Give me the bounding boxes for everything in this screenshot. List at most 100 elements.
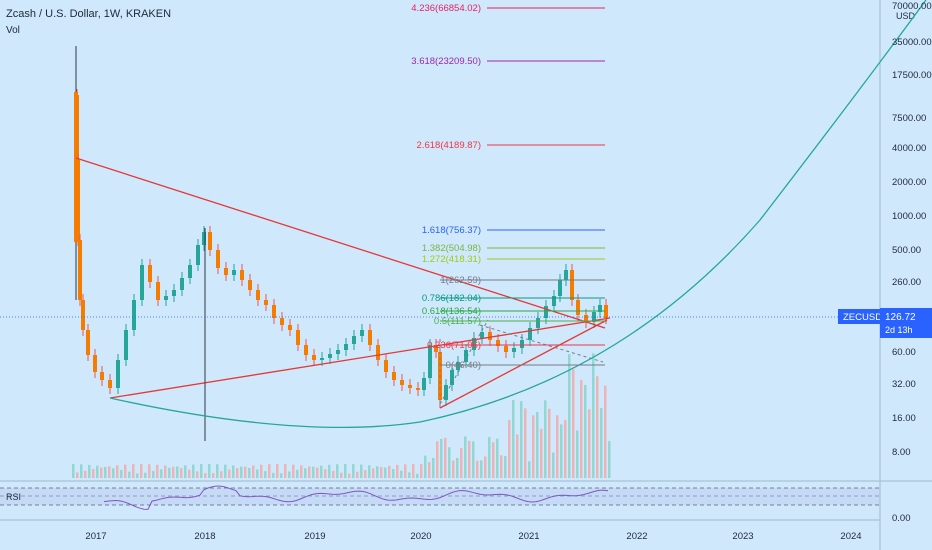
volume-bar bbox=[576, 430, 579, 478]
volume-bar bbox=[520, 401, 523, 478]
volume-bar bbox=[508, 420, 511, 478]
trend-line-bottom-support bbox=[109, 317, 611, 399]
volume-bar bbox=[420, 464, 423, 478]
volume-bar bbox=[440, 439, 443, 478]
candle-body bbox=[256, 290, 260, 300]
fib-level-label: 1.272(418.31) bbox=[422, 254, 481, 265]
volume-bar bbox=[560, 424, 563, 478]
volume-bar bbox=[476, 460, 479, 478]
time-tick-label: 2021 bbox=[518, 531, 539, 542]
volume-bar bbox=[432, 458, 435, 478]
candle-body bbox=[480, 332, 484, 338]
time-tick-label: 2017 bbox=[85, 531, 106, 542]
candle-body bbox=[81, 300, 85, 330]
candle-body bbox=[86, 330, 90, 355]
volume-bar bbox=[580, 380, 583, 478]
volume-bar bbox=[204, 473, 207, 478]
volume-bar bbox=[340, 472, 343, 478]
candle-body bbox=[74, 92, 78, 242]
candle-body bbox=[264, 300, 268, 305]
volume-bar bbox=[84, 470, 87, 478]
volume-bar bbox=[72, 464, 75, 478]
volume-bar bbox=[104, 466, 107, 478]
last-price-value: 126.72 bbox=[885, 312, 916, 323]
volume-bar bbox=[192, 464, 195, 478]
rsi-line bbox=[103, 485, 609, 510]
candle-body bbox=[164, 296, 168, 300]
volume-bar bbox=[364, 470, 367, 478]
volume-bar bbox=[124, 464, 127, 478]
candle-body bbox=[232, 270, 236, 275]
candle-body bbox=[504, 346, 508, 352]
volume-bar bbox=[344, 464, 347, 478]
price-tick-label: 60.00 bbox=[892, 347, 916, 358]
price-tick-label: 260.00 bbox=[892, 277, 921, 288]
candle-body bbox=[598, 305, 602, 312]
volume-bar bbox=[408, 472, 411, 478]
volume-bar bbox=[296, 469, 299, 478]
volume-bar bbox=[436, 441, 439, 478]
volume-bar bbox=[492, 442, 495, 478]
volume-bar bbox=[132, 464, 135, 478]
volume-bar bbox=[464, 436, 467, 478]
volume-bar bbox=[596, 376, 599, 478]
volume-bar bbox=[304, 468, 307, 478]
volume-bar bbox=[388, 465, 391, 478]
volume-bar bbox=[568, 354, 571, 478]
fib-level-label: 0.236(71.06) bbox=[427, 340, 481, 351]
candle-body bbox=[428, 345, 432, 378]
volume-bar bbox=[356, 471, 359, 478]
volume-bar bbox=[608, 441, 611, 478]
price-tick-label: 2000.00 bbox=[892, 177, 926, 188]
volume-bar bbox=[484, 456, 487, 478]
volume-bar bbox=[348, 473, 351, 478]
price-tick-label: 0.00 bbox=[892, 513, 911, 524]
volume-label: Vol bbox=[6, 25, 20, 36]
candle-body bbox=[392, 372, 396, 380]
volume-bar bbox=[256, 469, 259, 478]
candle-body bbox=[240, 270, 244, 280]
candle-body bbox=[604, 305, 608, 318]
volume-bar bbox=[244, 466, 247, 478]
candle-body bbox=[536, 318, 540, 328]
candle-body bbox=[360, 330, 364, 336]
currency-label: USD bbox=[896, 11, 916, 21]
volume-bar bbox=[128, 471, 131, 478]
volume-bar bbox=[536, 412, 539, 478]
volume-bar bbox=[288, 471, 291, 478]
candle-body bbox=[512, 348, 516, 352]
candle-body bbox=[344, 344, 348, 350]
volume-bar bbox=[80, 464, 83, 478]
volume-bar bbox=[452, 460, 455, 478]
volume-bar bbox=[444, 437, 447, 478]
volume-bar bbox=[548, 408, 551, 478]
volume-bar bbox=[232, 465, 235, 478]
candle-body bbox=[368, 330, 372, 345]
volume-bar bbox=[220, 471, 223, 478]
volume-bars bbox=[72, 353, 611, 478]
candle-body bbox=[456, 362, 460, 370]
volume-bar bbox=[468, 440, 471, 478]
volume-bar bbox=[208, 464, 211, 478]
volume-bar bbox=[584, 384, 587, 478]
trend-line-downtrend bbox=[75, 157, 606, 329]
volume-bar bbox=[524, 408, 527, 478]
candle-body bbox=[116, 360, 120, 388]
candle-body bbox=[584, 315, 588, 322]
volume-bar bbox=[264, 471, 267, 478]
price-tick-label: 32.00 bbox=[892, 379, 916, 390]
price-tick-label: 8.00 bbox=[892, 447, 911, 458]
fib-level-label: 2.618(4189.87) bbox=[417, 140, 481, 151]
rsi-label: RSI bbox=[6, 492, 21, 502]
price-scale-panel[interactable] bbox=[880, 0, 932, 550]
volume-bar bbox=[164, 465, 167, 478]
volume-bar bbox=[212, 473, 215, 478]
volume-bar bbox=[176, 466, 179, 478]
volume-bar bbox=[564, 419, 567, 478]
volume-bar bbox=[392, 468, 395, 478]
candle-body bbox=[304, 345, 308, 355]
volume-bar bbox=[380, 467, 383, 478]
fib-level-label: 1(262.59) bbox=[440, 275, 481, 286]
volume-bar bbox=[496, 438, 499, 478]
